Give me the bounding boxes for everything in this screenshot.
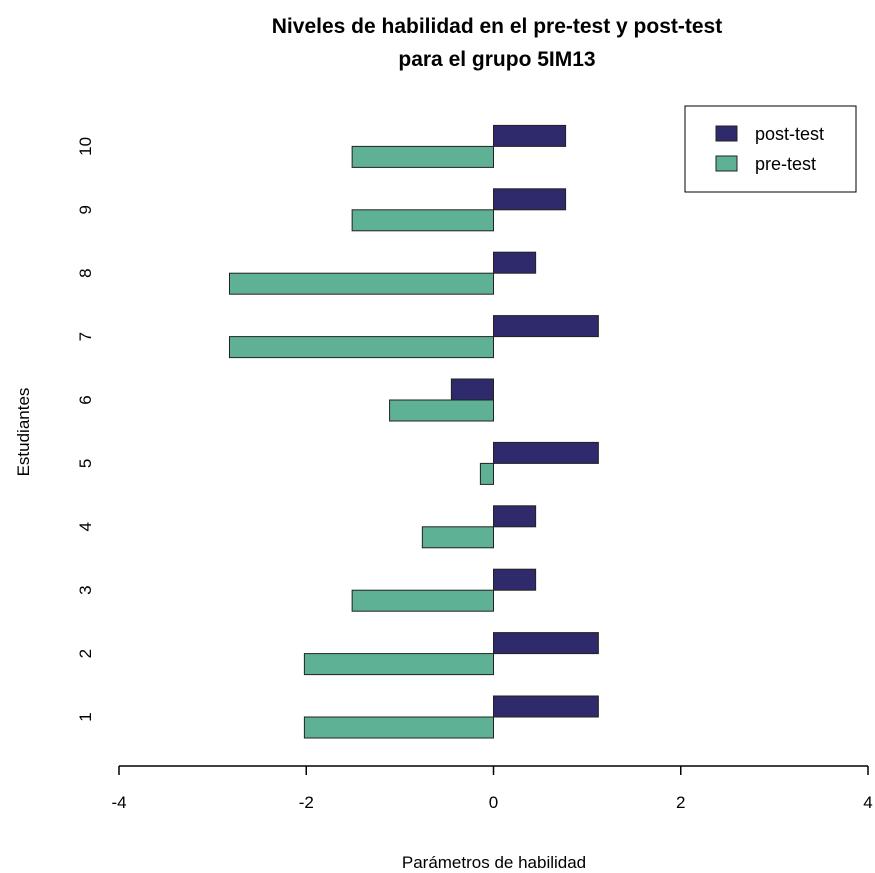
legend-box	[684, 105, 857, 193]
chart-title-line-2: para el grupo 5IM13	[398, 48, 595, 71]
bar-post-test-9	[493, 188, 567, 211]
bar-post-test-8	[493, 251, 537, 274]
bar-pre-test-8	[228, 272, 494, 295]
bar-pre-test-3	[351, 589, 494, 612]
bar-post-test-2	[493, 632, 599, 655]
y-tick-label: 8	[76, 268, 95, 277]
y-tick-label: 1	[76, 712, 95, 721]
y-tick-label: 4	[76, 522, 95, 531]
bar-post-test-10	[493, 124, 567, 147]
bar-post-test-4	[493, 505, 537, 528]
y-tick-label: 2	[76, 649, 95, 658]
bar-pre-test-1	[303, 716, 494, 739]
bar-post-test-7	[493, 315, 599, 338]
bar-pre-test-6	[389, 399, 495, 422]
bars	[228, 124, 599, 739]
y-tick-label: 9	[76, 205, 95, 214]
chart-title: Niveles de habilidad en el pre-test y po…	[272, 15, 722, 71]
bar-post-test-1	[493, 695, 599, 718]
x-axis-label: Parámetros de habilidad	[402, 853, 586, 872]
y-axis-label: Estudiantes	[14, 388, 33, 477]
x-tick-label: 4	[863, 793, 872, 812]
legend-label-post-test: post-test	[755, 124, 824, 144]
x-tick-label: 2	[676, 793, 685, 812]
bar-post-test-3	[493, 568, 537, 591]
legend-swatch-post-test	[715, 125, 738, 142]
bar-pre-test-7	[228, 336, 494, 359]
y-tick-label: 3	[76, 585, 95, 594]
y-tick-label: 6	[76, 395, 95, 404]
y-tick-label: 7	[76, 332, 95, 341]
bar-pre-test-5	[479, 462, 494, 485]
y-axis: 1 2 3 4 5 6 7 8 9 10	[76, 137, 95, 722]
legend-swatch-pre-test	[715, 155, 738, 172]
bar-post-test-5	[493, 441, 599, 464]
legend-label-pre-test: pre-test	[755, 154, 816, 174]
legend: post-test pre-test	[684, 105, 857, 193]
chart-title-line-1: Niveles de habilidad en el pre-test y po…	[272, 15, 722, 38]
bar-pre-test-4	[421, 526, 494, 549]
bar-pre-test-10	[351, 145, 494, 168]
bar-pre-test-9	[351, 209, 494, 232]
x-axis: -4 -2 0 2 4	[111, 765, 873, 812]
bar-pre-test-2	[303, 653, 494, 676]
y-tick-label: 5	[76, 459, 95, 468]
bar-post-test-6	[450, 378, 494, 401]
x-tick-label: -2	[299, 793, 314, 812]
y-tick-label: 10	[76, 137, 95, 156]
x-tick-label: 0	[489, 793, 498, 812]
x-tick-label: -4	[111, 793, 126, 812]
